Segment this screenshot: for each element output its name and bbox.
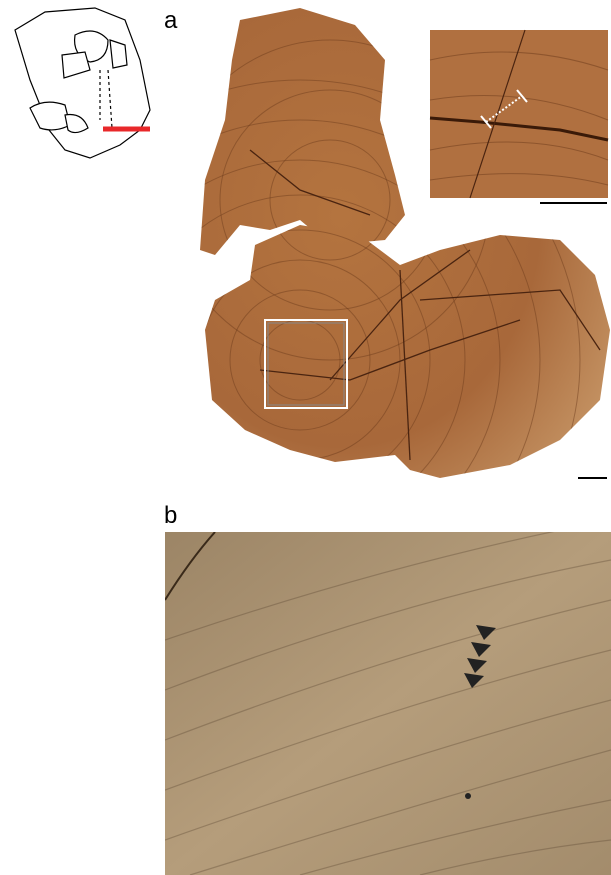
figure: a b — [0, 0, 611, 875]
skull-sketch — [15, 8, 150, 158]
panel-label: b — [164, 502, 177, 529]
panel-label: a — [164, 7, 178, 34]
inset-image — [430, 30, 608, 198]
micrograph — [165, 520, 611, 875]
